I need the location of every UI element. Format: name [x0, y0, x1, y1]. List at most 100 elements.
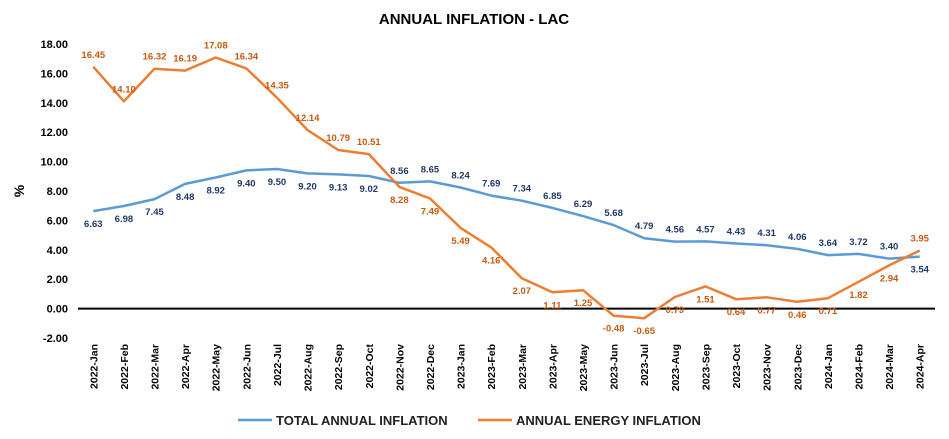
data-label-energy: -0.48: [603, 324, 625, 335]
data-label-energy: 4.16: [482, 255, 501, 266]
data-label-total: 8.56: [390, 166, 409, 177]
data-label-energy: 2.94: [880, 273, 899, 284]
data-label-energy: 10.79: [326, 133, 350, 144]
x-tick-label: 2023-Nov: [762, 344, 774, 391]
data-label-energy: 1.51: [696, 294, 715, 305]
data-label-energy: 16.32: [143, 52, 167, 63]
data-label-total: 8.24: [451, 170, 470, 181]
data-label-energy: 14.35: [265, 81, 289, 92]
data-label-energy: 5.49: [451, 236, 470, 247]
x-tick-label: 2022-Apr: [180, 344, 192, 389]
data-label-total: 3.64: [819, 238, 838, 249]
x-tick-label: 2023-Jan: [456, 344, 468, 389]
legend-label-total: TOTAL ANNUAL INFLATION: [276, 413, 448, 428]
x-tick-label: 2023-Dec: [792, 344, 804, 390]
y-tick-label: 14.00: [40, 98, 68, 110]
x-tick-label: 2023-Feb: [486, 344, 498, 390]
data-label-energy: 0.71: [819, 306, 838, 317]
data-label-energy: 12.14: [296, 113, 320, 124]
x-tick-label: 2022-Jun: [241, 344, 253, 390]
y-tick-label: 2.00: [47, 274, 68, 286]
data-label-total: 7.69: [482, 179, 501, 190]
data-label-total: 7.45: [145, 207, 164, 218]
y-tick-label: 4.00: [47, 245, 68, 257]
data-label-total: 3.72: [849, 237, 868, 248]
data-label-total: 7.34: [513, 184, 532, 195]
x-tick-label: 2022-Feb: [119, 344, 131, 390]
data-label-energy: 16.19: [173, 54, 197, 65]
y-tick-label: 18.00: [40, 39, 68, 51]
legend-label-energy: ANNUAL ENERGY INFLATION: [516, 413, 701, 428]
series-line-0: [93, 167, 920, 260]
x-tick-label: 2022-Sep: [333, 344, 345, 390]
data-label-total: 9.02: [360, 184, 379, 195]
y-tick-label: -2.00: [43, 333, 68, 345]
x-tick-label: 2023-Apr: [547, 344, 559, 389]
legend-entry-total: TOTAL ANNUAL INFLATION: [238, 413, 448, 428]
legend-entry-energy: ANNUAL ENERGY INFLATION: [478, 413, 701, 428]
y-axis-label: %: [11, 184, 27, 197]
data-label-total: 9.13: [329, 182, 348, 193]
data-label-energy: 14.10: [112, 84, 136, 95]
legend: TOTAL ANNUAL INFLATION ANNUAL ENERGY INF…: [238, 413, 701, 428]
data-label-total: 4.31: [757, 228, 776, 239]
x-tick-label: 2022-Jul: [272, 344, 284, 386]
data-label-total: 9.40: [237, 178, 256, 189]
data-label-total: 5.68: [604, 208, 623, 219]
x-tick-label: 2023-Jul: [639, 344, 651, 386]
data-label-energy: 1.11: [543, 300, 562, 311]
data-label-total: 8.92: [206, 185, 225, 196]
data-label-total: 6.63: [84, 219, 103, 230]
data-labels: 6.63 6.98 7.45 8.48 8.92 9.40 9.50 9.20 9.13 9.02…: [81, 41, 929, 338]
x-axis-ticks: 2022-Jan 2022-Feb 2022-Mar 2022-Apr 2022-May…: [88, 343, 926, 391]
x-tick-label: 2023-May: [578, 344, 590, 391]
data-label-energy: 17.08: [204, 41, 228, 52]
data-label-energy: 1.82: [849, 290, 868, 301]
data-label-energy: 0.46: [788, 310, 807, 321]
series-lines: [92, 56, 921, 320]
data-label-total: 6.85: [543, 191, 562, 202]
y-axis-ticks: -2.00 0.00 2.00 4.00 6.00 8.00 10.00 12.00 14.00…: [40, 39, 68, 345]
y-tick-label: 8.00: [47, 186, 68, 198]
x-tick-label: 2023-Mar: [517, 344, 529, 390]
data-label-total: 6.98: [115, 214, 134, 225]
data-label-energy: 3.95: [910, 234, 929, 245]
x-tick-label: 2022-Mar: [150, 344, 162, 390]
data-label-energy: 10.51: [357, 137, 381, 148]
data-label-total: 8.48: [176, 192, 195, 203]
x-tick-label: 2024-Feb: [853, 344, 865, 390]
data-label-energy: 16.34: [234, 51, 258, 62]
x-tick-label: 2024-Apr: [915, 344, 927, 389]
data-label-energy: 1.25: [574, 298, 593, 309]
data-label-total: 4.57: [696, 224, 715, 235]
data-label-energy: 0.77: [757, 305, 776, 316]
data-label-total: 4.06: [788, 232, 807, 243]
x-tick-label: 2024-Jan: [823, 344, 835, 389]
y-tick-label: 0.00: [47, 304, 68, 316]
x-tick-label: 2023-Oct: [731, 343, 743, 388]
x-tick-label: 2023-Sep: [700, 344, 712, 390]
data-label-total: 3.54: [910, 265, 929, 276]
x-tick-label: 2022-Oct: [364, 343, 376, 388]
data-label-total: 4.79: [635, 221, 654, 232]
x-tick-label: 2024-Mar: [884, 344, 896, 390]
data-label-energy: -0.65: [633, 326, 655, 337]
data-label-total: 4.43: [727, 226, 746, 237]
y-tick-label: 16.00: [40, 68, 68, 80]
data-label-total: 3.40: [880, 242, 899, 253]
data-label-energy: 16.45: [81, 50, 105, 61]
data-label-total: 6.29: [574, 199, 593, 210]
data-label-energy: 0.79: [666, 305, 685, 316]
data-label-energy: 8.28: [390, 195, 409, 206]
y-tick-label: 10.00: [40, 157, 68, 169]
data-label-total: 9.20: [298, 181, 317, 192]
x-tick-label: 2022-Nov: [394, 344, 406, 391]
x-tick-label: 2023-Jun: [609, 344, 621, 390]
data-label-energy: 7.49: [421, 206, 440, 217]
y-tick-label: 6.00: [47, 215, 68, 227]
x-tick-label: 2022-May: [211, 344, 223, 391]
series-line-1: [92, 56, 921, 320]
data-label-energy: 0.64: [727, 307, 746, 318]
y-tick-label: 12.00: [40, 127, 68, 139]
